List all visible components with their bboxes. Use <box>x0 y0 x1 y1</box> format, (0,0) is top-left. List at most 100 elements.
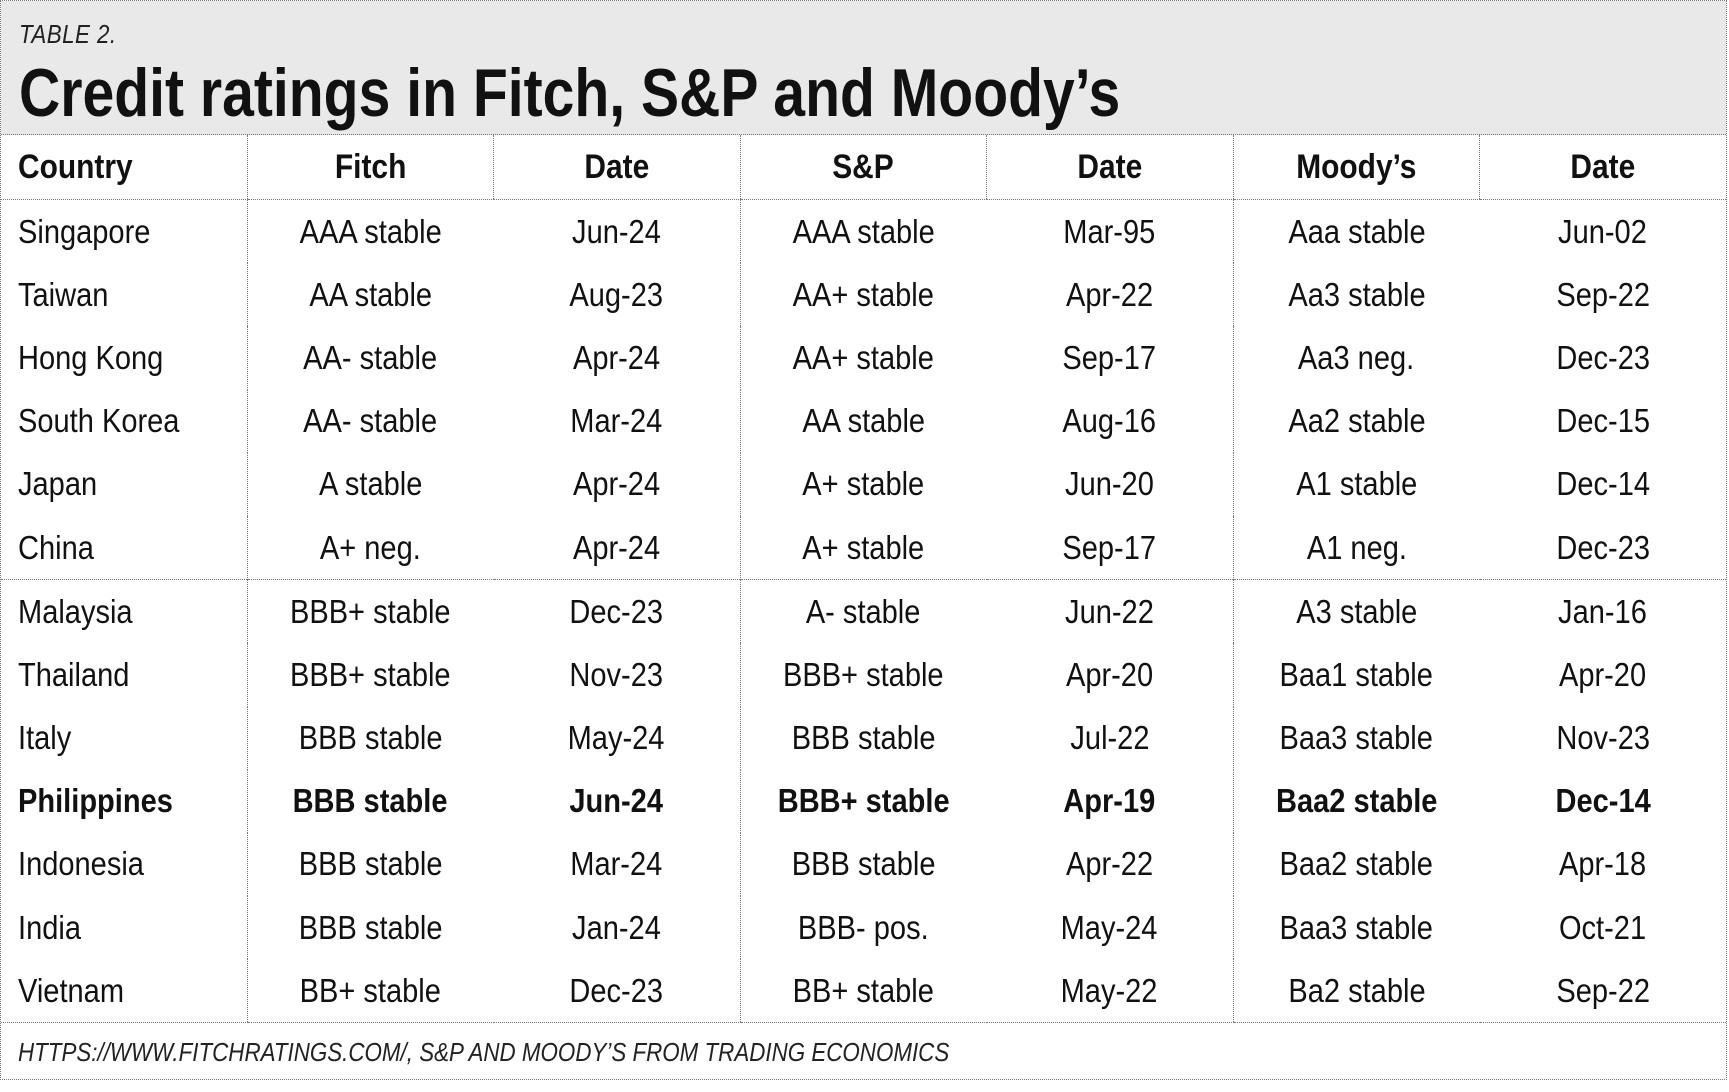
cell-fitch-date: Nov-23 <box>569 655 664 693</box>
cell-sp-rating: A+ stable <box>739 452 987 516</box>
cell-fitch-rating: A stable <box>246 452 494 516</box>
source-note: HTTPS://WWW.FITCHRATINGS.COM/, S&P AND M… <box>18 1037 950 1067</box>
cell-sp-rating: AA stable <box>739 389 987 453</box>
cell-sp-rating: A+ stable <box>739 515 987 580</box>
cell-fitch-date: Apr-24 <box>572 338 661 376</box>
col-header-fitch-date: Date <box>493 135 740 200</box>
cell-fitch-date: Apr-24 <box>572 465 661 503</box>
cell-fitch-rating: BBB stable <box>246 769 494 833</box>
cell-sp-date: Apr-22 <box>1065 275 1154 313</box>
col-header-country: Country <box>1 135 247 200</box>
table-row: China A+ neg. Apr-24 A+ stable Sep-17 A1 neg.… <box>1 515 1726 580</box>
title-bar: TABLE 2. Credit ratings in Fitch, S&P an… <box>1 1 1726 135</box>
cell-country: Singapore <box>18 212 151 250</box>
cell-sp-rating: BBB+ stable <box>739 769 987 833</box>
cell-moodys-rating: Aa2 stable <box>1232 389 1480 453</box>
cell-moodys-rating: A3 stable <box>1232 579 1480 644</box>
table-row: Thailand BBB+ stable Nov-23 BBB+ stable Apr-… <box>1 643 1726 707</box>
cell-sp-rating: AA+ stable <box>739 263 987 327</box>
table-row: Philippines BBB stable Jun-24 BBB+ stable Ap… <box>1 769 1726 833</box>
cell-moodys-date: Dec-23 <box>1555 528 1650 566</box>
table-label: TABLE 2. <box>19 19 117 49</box>
table-row: Japan A stable Apr-24 A+ stable Jun-20 A1 sta… <box>1 452 1726 516</box>
cell-moodys-date: Dec-23 <box>1555 338 1650 376</box>
table-row: Vietnam BB+ stable Dec-23 BB+ stable May-22 B… <box>1 959 1726 1024</box>
table-row: Italy BBB stable May-24 BBB stable Jul-22 Baa… <box>1 706 1726 770</box>
cell-fitch-date: Mar-24 <box>570 402 663 440</box>
table-title: Credit ratings in Fitch, S&P and Moody’s <box>19 55 1121 131</box>
cell-sp-date: Aug-16 <box>1062 402 1157 440</box>
cell-fitch-date: Jun-24 <box>569 782 664 820</box>
credit-ratings-table: Country Fitch Date S&P Date Moody’s Date… <box>1 135 1726 1024</box>
cell-moodys-date: Apr-20 <box>1559 655 1647 693</box>
cell-country: Philippines <box>18 782 173 820</box>
cell-sp-rating: AA+ stable <box>739 326 987 390</box>
cell-fitch-rating: BBB stable <box>246 896 494 960</box>
cell-moodys-rating: Baa2 stable <box>1232 769 1480 833</box>
cell-sp-rating: BB+ stable <box>739 959 987 1024</box>
cell-fitch-date: Jun-24 <box>572 212 661 250</box>
cell-country: Indonesia <box>18 845 144 883</box>
cell-moodys-date: Apr-18 <box>1559 845 1647 883</box>
col-header-sp: S&P <box>739 135 987 200</box>
table-row: Singapore AAA stable Jun-24 AAA stable Mar-9… <box>1 199 1726 264</box>
cell-sp-date: Sep-17 <box>1062 338 1157 376</box>
cell-fitch-rating: AA stable <box>246 263 494 327</box>
cell-moodys-rating: A1 neg. <box>1232 515 1480 580</box>
cell-fitch-rating: BB+ stable <box>246 959 494 1024</box>
cell-moodys-rating: Ba2 stable <box>1232 959 1480 1024</box>
cell-moodys-rating: Baa3 stable <box>1232 896 1480 960</box>
cell-sp-date: Jun-22 <box>986 579 1233 644</box>
cell-moodys-date: Jan-16 <box>1479 579 1726 644</box>
cell-sp-rating: BBB stable <box>739 832 987 897</box>
cell-moodys-date: Dec-15 <box>1555 402 1650 440</box>
table-row: Taiwan AA stable Aug-23 AA+ stable Apr-22 Aa3… <box>1 263 1726 327</box>
cell-fitch-rating: A+ neg. <box>246 515 494 580</box>
cell-country: Thailand <box>18 655 130 693</box>
cell-fitch-rating: BBB stable <box>246 706 494 770</box>
cell-fitch-rating: AA- stable <box>246 389 494 453</box>
header-row: Country Fitch Date S&P Date Moody’s Date <box>1 135 1726 200</box>
cell-sp-date: Apr-19 <box>1063 782 1156 820</box>
table-row: India BBB stable Jan-24 BBB- pos. May-24 Baa3… <box>1 896 1726 960</box>
cell-moodys-date: Jun-02 <box>1558 212 1648 250</box>
cell-country: Vietnam <box>1 959 247 1024</box>
cell-moodys-date: Sep-22 <box>1479 959 1726 1024</box>
cell-sp-date: Sep-17 <box>1062 528 1157 566</box>
cell-fitch-rating: BBB+ stable <box>246 643 494 707</box>
cell-sp-date: Mar-95 <box>1063 212 1156 250</box>
cell-moodys-rating: Baa2 stable <box>1232 832 1480 897</box>
cell-sp-rating: BBB+ stable <box>739 643 987 707</box>
cell-moodys-rating: Aa3 stable <box>1232 263 1480 327</box>
col-header-moodys-date: Date <box>1479 135 1726 200</box>
cell-sp-rating: AAA stable <box>739 199 987 264</box>
cell-moodys-rating: Aa3 neg. <box>1232 326 1480 390</box>
cell-sp-date: Apr-22 <box>1065 845 1154 883</box>
table-row: Malaysia BBB+ stable Dec-23 A- stable Jun-22… <box>1 579 1726 644</box>
cell-moodys-date: Sep-22 <box>1555 275 1650 313</box>
col-header-sp-date: Date <box>986 135 1233 200</box>
table-body: Singapore AAA stable Jun-24 AAA stable Mar-9… <box>1 199 1726 1024</box>
cell-moodys-date: Dec-14 <box>1555 782 1651 820</box>
cell-sp-date: Apr-20 <box>1065 655 1154 693</box>
cell-sp-date: May-22 <box>986 959 1233 1024</box>
cell-fitch-date: Dec-23 <box>493 579 740 644</box>
cell-sp-rating: A- stable <box>739 579 987 644</box>
cell-moodys-rating: Baa3 stable <box>1232 706 1480 770</box>
cell-fitch-rating: AAA stable <box>246 199 494 264</box>
cell-sp-date: May-24 <box>1061 908 1158 946</box>
cell-fitch-rating: AA- stable <box>246 326 494 390</box>
cell-sp-date: Jun-20 <box>1065 465 1154 503</box>
cell-country: Japan <box>18 465 98 503</box>
cell-sp-rating: BBB- pos. <box>739 896 987 960</box>
cell-moodys-date: Nov-23 <box>1555 719 1650 757</box>
cell-moodys-rating: Baa1 stable <box>1232 643 1480 707</box>
cell-sp-rating: BBB stable <box>739 706 987 770</box>
cell-moodys-rating: Aaa stable <box>1232 199 1480 264</box>
table-row: Indonesia BBB stable Mar-24 BBB stable Apr-2… <box>1 832 1726 897</box>
cell-country: Taiwan <box>18 275 109 313</box>
cell-fitch-date: Apr-24 <box>572 528 661 566</box>
cell-sp-date: Jul-22 <box>1069 719 1150 757</box>
cell-country: China <box>18 528 94 566</box>
